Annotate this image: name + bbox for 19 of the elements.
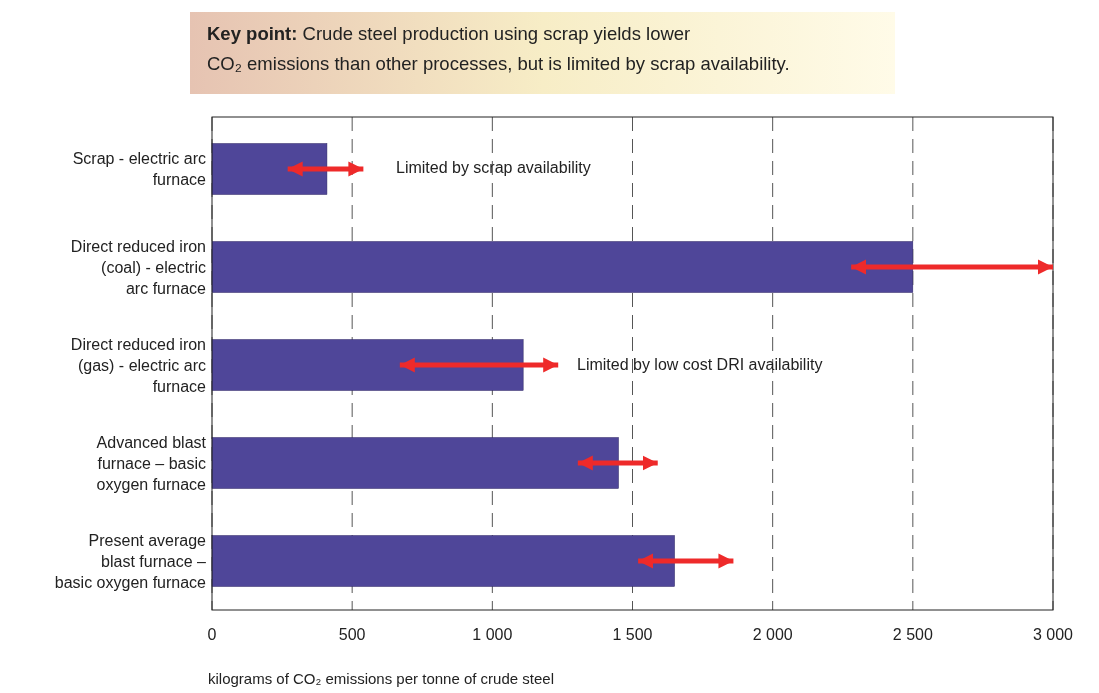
chart-title: Key point: Crude steel production using scrap yields lower CO₂ emissions than other processes, but is limited by scrap availability. [207,23,790,74]
y-tick-label: Scrap - electric arc furnace [72,150,207,188]
x-tick-label: 1 500 [612,626,653,643]
bar [211,143,328,195]
y-tick-label: Direct reduced iron (coal) - electric arc furnace [70,238,207,297]
x-tick-label: 1 000 [472,626,513,643]
bar [211,437,619,489]
bar [211,535,675,587]
y-tick-label: Direct reduced iron (gas) - electric arc furnace [70,336,207,395]
x-tick-label: 500 [338,626,366,643]
bar [211,241,914,293]
x-axis-title: kilograms of CO₂ emissions per tonne of crude steel [208,670,554,687]
x-tick-label: 0 [207,626,217,643]
y-tick-label: Present average blast furnace – basic oxygen furnace [54,532,207,591]
y-tick-label: Advanced blast furnace – basic oxygen furnace [96,434,207,493]
x-tick-label: 2 500 [892,626,933,643]
x-tick-label: 2 000 [752,626,793,643]
bar [211,339,524,391]
x-tick-label: 3 000 [1032,626,1074,643]
